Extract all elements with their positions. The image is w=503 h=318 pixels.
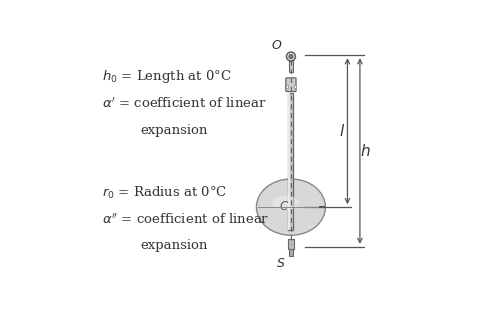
Text: $l$: $l$ [339, 123, 345, 139]
Text: $S$: $S$ [277, 257, 286, 270]
Text: expansion: expansion [141, 239, 208, 252]
Bar [289, 249, 293, 256]
Bar [288, 93, 290, 230]
Text: expansion: expansion [141, 124, 208, 137]
Bar [286, 86, 288, 88]
FancyBboxPatch shape [286, 78, 296, 92]
Ellipse shape [272, 196, 300, 210]
Ellipse shape [287, 52, 295, 61]
Ellipse shape [289, 55, 293, 59]
Bar [289, 61, 293, 73]
Bar [294, 86, 296, 88]
Bar [288, 93, 293, 230]
Text: $h_0$ = Length at 0°C: $h_0$ = Length at 0°C [102, 67, 231, 85]
Bar [288, 239, 294, 249]
Text: $\alpha'$ = coefficient of linear: $\alpha'$ = coefficient of linear [102, 97, 267, 111]
Text: $r_0$ = Radius at 0°C: $r_0$ = Radius at 0°C [102, 185, 227, 201]
Text: $h$: $h$ [360, 143, 370, 159]
Text: $C$: $C$ [279, 200, 289, 213]
Ellipse shape [257, 179, 325, 235]
Text: $\alpha''$ = coefficient of linear: $\alpha''$ = coefficient of linear [102, 212, 269, 226]
Text: $O$: $O$ [271, 38, 282, 52]
